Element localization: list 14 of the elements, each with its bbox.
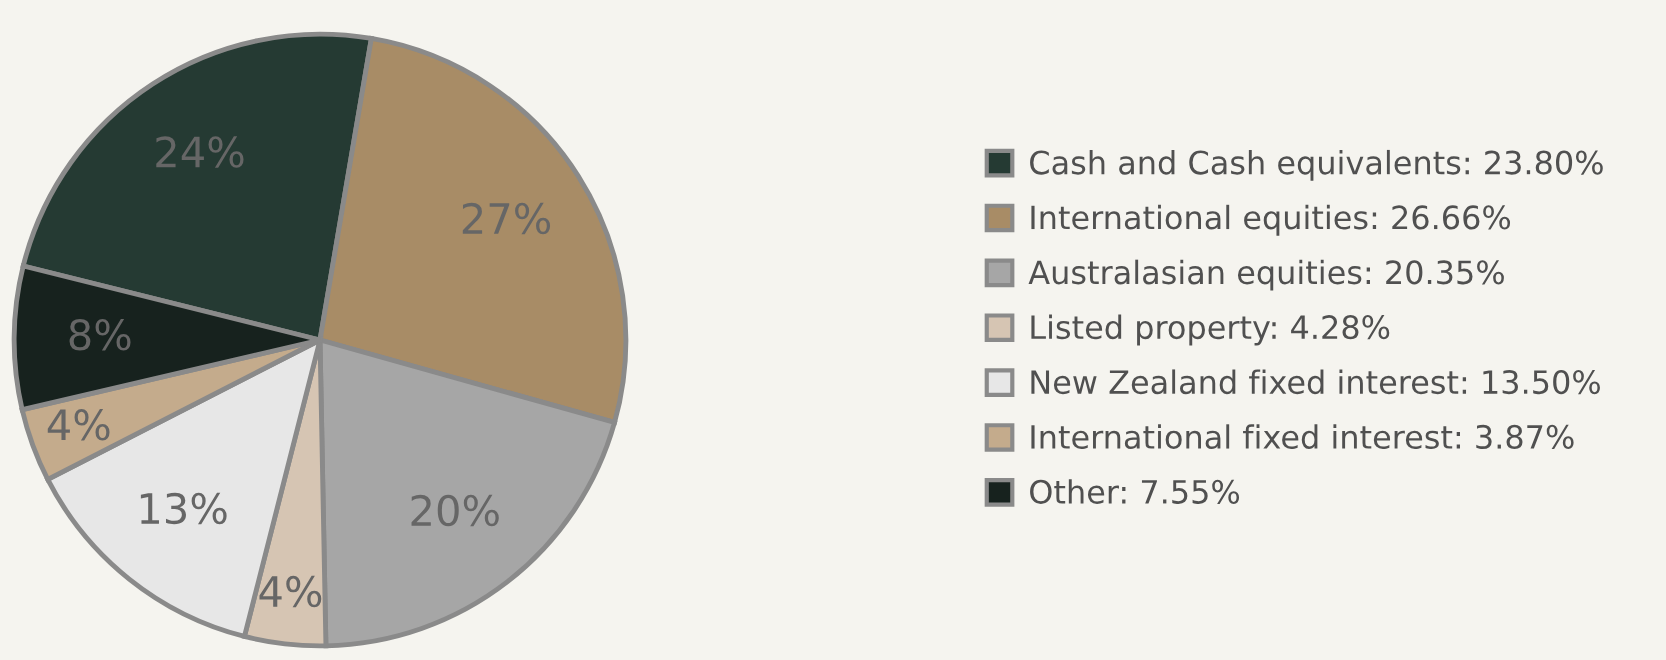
- legend-label: Australasian equities: 20.35%: [1028, 259, 1504, 291]
- data-label: 27%: [462, 202, 551, 235]
- data-label: 4%: [259, 575, 322, 608]
- legend-label: Listed property: 4.28%: [1031, 314, 1390, 346]
- data-label: 4%: [47, 409, 110, 441]
- legend-label: Other: 7.55%: [1030, 479, 1240, 504]
- data-label: 8%: [69, 318, 131, 351]
- legend-label: Cash and Cash equivalents: 23.80%: [1030, 149, 1603, 181]
- legend-label: International equities: 26.66%: [1031, 204, 1511, 236]
- legend-label: New Zealand fixed interest: 13.50%: [1031, 369, 1600, 395]
- data-label: 13%: [140, 492, 227, 525]
- data-label: 20%: [411, 494, 499, 527]
- data-label: 24%: [156, 136, 244, 168]
- legend-label: International fixed interest: 3.87%: [1031, 424, 1574, 450]
